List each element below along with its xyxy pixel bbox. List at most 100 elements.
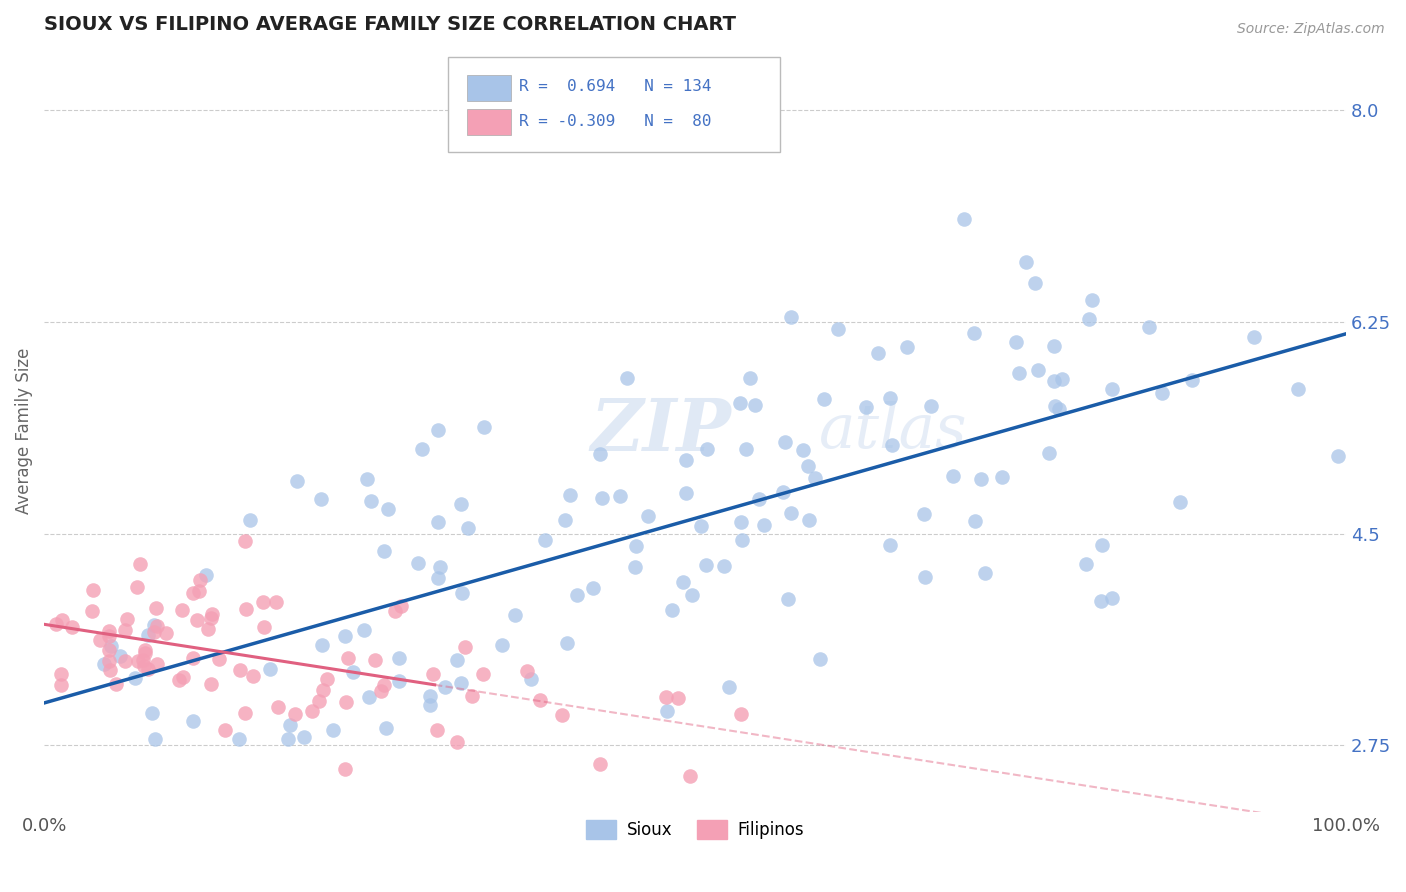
Point — [285, 474, 308, 488]
Point — [370, 684, 392, 698]
Point — [363, 653, 385, 667]
Point — [242, 668, 264, 682]
Point — [172, 670, 194, 684]
Point — [200, 610, 222, 624]
Point — [657, 704, 679, 718]
Point — [322, 723, 344, 737]
Point — [942, 469, 965, 483]
Point — [429, 559, 451, 574]
Point — [520, 672, 543, 686]
Point — [1024, 276, 1046, 290]
Point — [333, 629, 356, 643]
Point — [1137, 320, 1160, 334]
Point — [773, 434, 796, 449]
Point — [125, 580, 148, 594]
Point — [991, 470, 1014, 484]
Point — [188, 573, 211, 587]
Point — [752, 518, 775, 533]
Point — [609, 489, 631, 503]
Point — [301, 704, 323, 718]
Point — [143, 732, 166, 747]
Point — [551, 707, 574, 722]
Point — [129, 558, 152, 572]
Point — [419, 698, 441, 712]
Point — [461, 690, 484, 704]
Point — [278, 718, 301, 732]
Point — [51, 666, 73, 681]
Point — [97, 629, 120, 643]
Point — [1038, 446, 1060, 460]
Point — [713, 559, 735, 574]
Point — [384, 604, 406, 618]
Point — [49, 678, 72, 692]
Point — [1042, 374, 1064, 388]
Text: Source: ZipAtlas.com: Source: ZipAtlas.com — [1237, 22, 1385, 37]
Point — [426, 571, 449, 585]
Point — [744, 398, 766, 412]
Point — [1047, 402, 1070, 417]
Point — [136, 662, 159, 676]
Point — [388, 651, 411, 665]
Text: atlas: atlas — [818, 401, 967, 460]
Point — [132, 658, 155, 673]
Point — [457, 520, 479, 534]
Point — [114, 654, 136, 668]
Point — [734, 442, 756, 457]
Point — [1243, 330, 1265, 344]
Y-axis label: Average Family Size: Average Family Size — [15, 348, 32, 514]
Point — [778, 592, 800, 607]
Point — [471, 666, 494, 681]
Point — [374, 721, 396, 735]
Point — [616, 371, 638, 385]
Point — [124, 671, 146, 685]
Point — [1015, 255, 1038, 269]
Text: R =  0.694   N = 134: R = 0.694 N = 134 — [519, 79, 711, 95]
Point — [868, 345, 890, 359]
Point — [45, 616, 67, 631]
Point — [195, 568, 218, 582]
Point — [1008, 366, 1031, 380]
Point — [728, 396, 751, 410]
Point — [127, 654, 149, 668]
Point — [411, 442, 433, 456]
Point — [342, 665, 364, 679]
Point — [311, 638, 333, 652]
Point — [136, 627, 159, 641]
Point — [780, 310, 803, 325]
Point — [1326, 450, 1348, 464]
Point — [335, 695, 357, 709]
Point — [529, 692, 551, 706]
Point — [377, 501, 399, 516]
Point — [804, 471, 827, 485]
Point — [1005, 334, 1028, 349]
Point — [672, 574, 695, 589]
Point — [799, 513, 821, 527]
Point — [730, 515, 752, 529]
Point — [731, 533, 754, 547]
Point — [446, 653, 468, 667]
Point — [953, 211, 976, 226]
Point — [879, 538, 901, 552]
Point — [97, 643, 120, 657]
Point — [740, 371, 762, 385]
Point — [772, 485, 794, 500]
Point — [970, 472, 993, 486]
Point — [422, 667, 444, 681]
Point — [855, 401, 877, 415]
Point — [353, 623, 375, 637]
Point — [100, 639, 122, 653]
Point — [114, 624, 136, 638]
FancyBboxPatch shape — [447, 57, 779, 153]
FancyBboxPatch shape — [467, 75, 512, 101]
Point — [792, 442, 814, 457]
Point — [589, 447, 612, 461]
Point — [637, 509, 659, 524]
Point — [624, 539, 647, 553]
Point — [108, 648, 131, 663]
Point — [780, 506, 803, 520]
Point — [666, 691, 689, 706]
Point — [82, 583, 104, 598]
Point — [373, 544, 395, 558]
Point — [229, 663, 252, 677]
Point — [560, 488, 582, 502]
